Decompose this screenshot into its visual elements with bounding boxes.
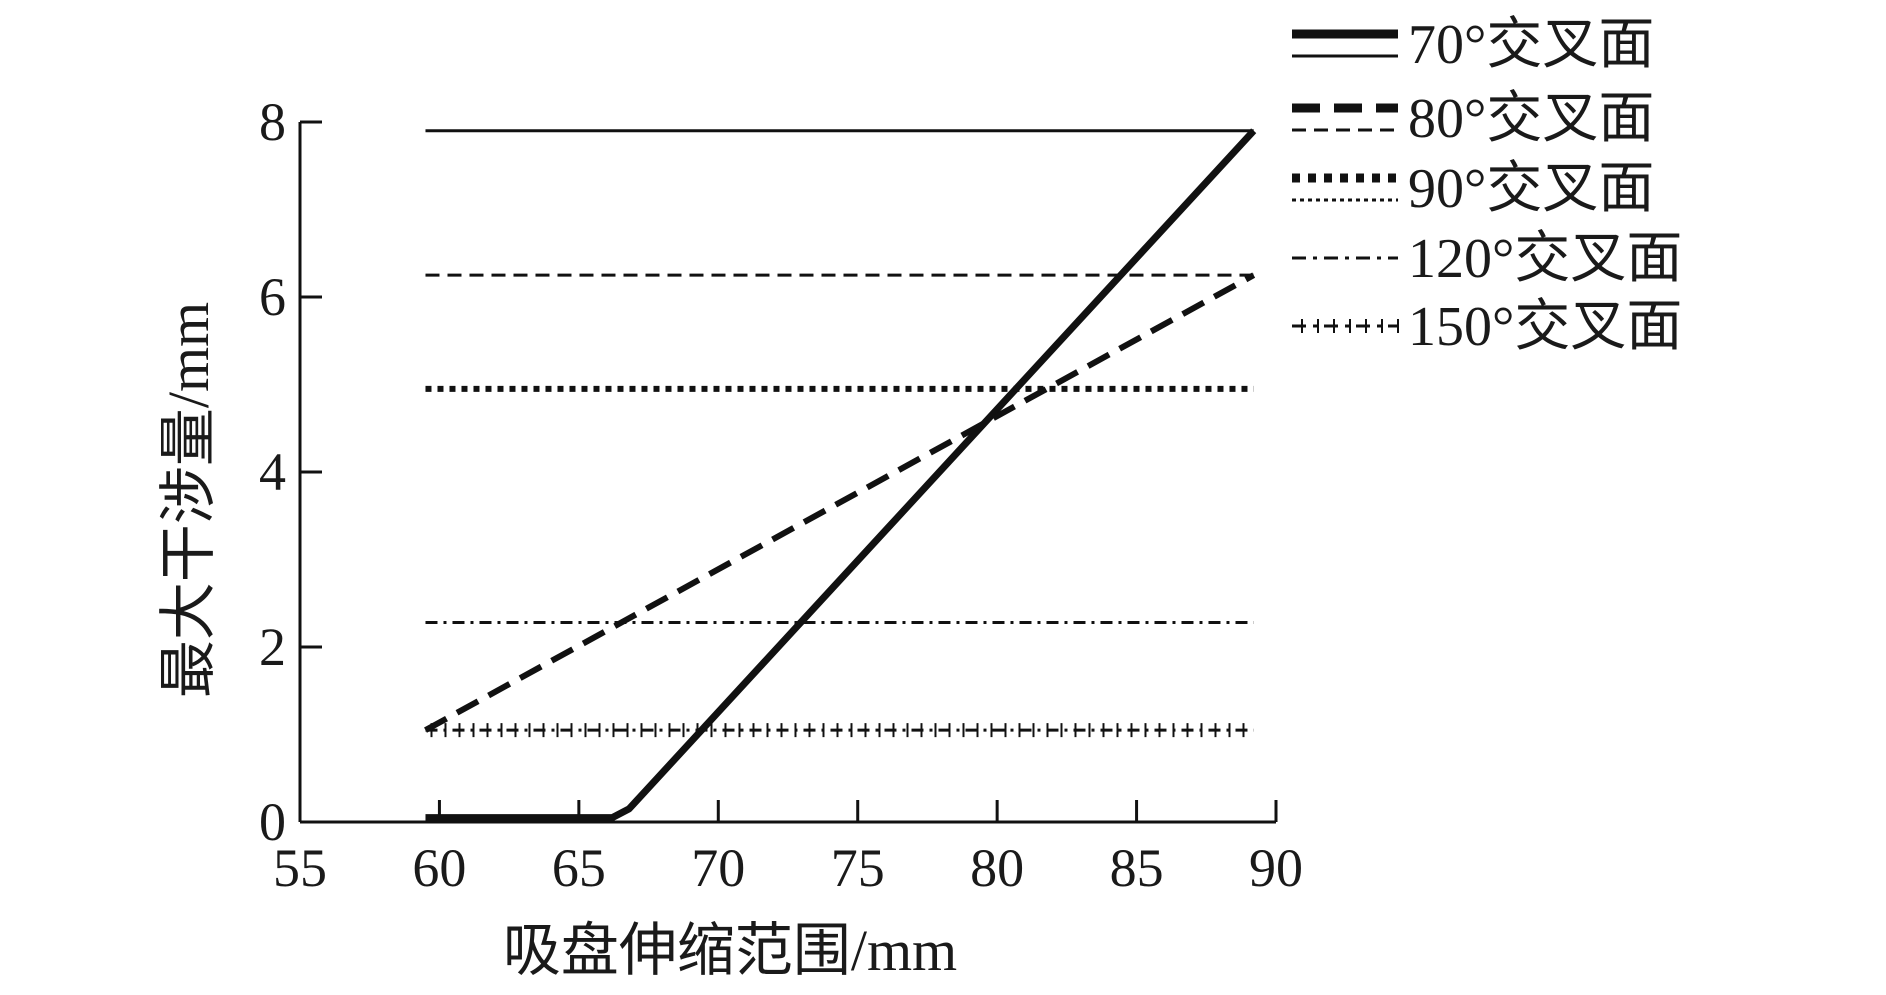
legend-label: 120°交叉面 (1408, 228, 1682, 290)
y-ticks: 0 2 4 6 8 (259, 92, 322, 852)
legend-label: 150°交叉面 (1408, 296, 1682, 358)
series-line (424, 272, 1256, 733)
x-tick-label: 75 (831, 838, 885, 898)
y-tick-label: 4 (259, 442, 286, 502)
legend-item: 90°交叉面 (1292, 158, 1654, 220)
legend-item: 80°交叉面 (1292, 88, 1654, 150)
legend-label: 80°交叉面 (1408, 88, 1654, 150)
x-tick-label: 85 (1110, 838, 1164, 898)
y-tick-label: 6 (259, 267, 286, 327)
y-axis: 0 2 4 6 8 (259, 92, 322, 852)
legend-item: 120°交叉面 (1292, 228, 1682, 290)
legend-item: 150°交叉面 (1292, 296, 1682, 358)
x-axis: 55 60 65 70 75 80 85 90 (273, 800, 1303, 898)
series-line (425, 128, 1257, 822)
x-tick-label: 60 (412, 838, 466, 898)
y-tick-label: 8 (259, 92, 286, 152)
x-tick-label: 80 (970, 838, 1024, 898)
legend-label: 70°交叉面 (1408, 14, 1654, 76)
x-axis-title: 吸盘伸缩范围/mm (503, 918, 957, 983)
series-4 (425, 723, 1254, 738)
x-tick-label: 65 (552, 838, 606, 898)
y-axis-title: 最大干涉量/mm (156, 302, 221, 698)
legend-item: 70°交叉面 (1292, 14, 1654, 76)
legend-label: 90°交叉面 (1408, 158, 1654, 220)
y-tick-label: 0 (259, 792, 286, 852)
y-tick-label: 2 (259, 617, 286, 677)
x-ticks: 55 60 65 70 75 80 85 90 (273, 800, 1303, 898)
x-tick-label: 70 (691, 838, 745, 898)
series-layer (424, 128, 1257, 822)
series-1 (424, 272, 1256, 733)
series-0 (425, 128, 1257, 822)
x-tick-label: 90 (1249, 838, 1303, 898)
x-tick-label: 55 (273, 838, 327, 898)
